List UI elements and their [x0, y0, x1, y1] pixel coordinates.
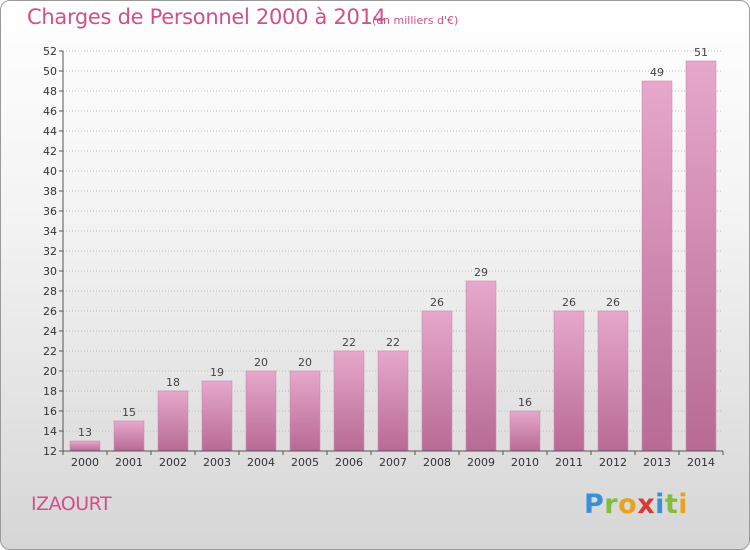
y-axis: 12 14 16 18 20 22 24 26 28 30 32 34 36 38 40 42 44 46 48 50… — [43, 45, 64, 458]
bar-value-label: 16 — [518, 396, 532, 409]
y-tick-label: 14 — [43, 425, 57, 438]
bar-value-label: 51 — [694, 46, 708, 59]
y-tick-label: 30 — [43, 265, 57, 278]
y-tick-label: 22 — [43, 345, 57, 358]
y-tick-label: 40 — [43, 165, 57, 178]
commune-name: IZAOURT — [31, 493, 112, 515]
bar — [553, 310, 585, 452]
x-tick-label: 2012 — [599, 456, 627, 469]
bars: 13 15 18 19 20 20 22 22 26 29 16 26 26 49 51 — [69, 46, 717, 452]
bar-value-label: 13 — [78, 426, 92, 439]
x-tick-label: 2000 — [71, 456, 99, 469]
x-tick-label: 2010 — [511, 456, 539, 469]
x-tick-label: 2009 — [467, 456, 495, 469]
y-tick-label: 38 — [43, 185, 57, 198]
x-tick-label: 2002 — [159, 456, 187, 469]
bar — [333, 350, 365, 452]
bar — [69, 440, 101, 452]
y-tick-label: 34 — [43, 225, 57, 238]
proxiti-logo: Proxiti — [584, 489, 689, 520]
x-tick-label: 2011 — [555, 456, 583, 469]
y-tick-label: 20 — [43, 365, 57, 378]
y-tick-label: 28 — [43, 285, 57, 298]
bar — [641, 80, 673, 452]
y-tick-label: 16 — [43, 405, 57, 418]
y-tick-label: 18 — [43, 385, 57, 398]
x-tick-label: 2006 — [335, 456, 363, 469]
y-tick-label: 24 — [43, 325, 57, 338]
y-tick-label: 50 — [43, 65, 57, 78]
bar — [157, 390, 189, 452]
y-tick-label: 36 — [43, 205, 57, 218]
bar-value-label: 22 — [386, 336, 400, 349]
bar — [289, 370, 321, 452]
x-tick-label: 2003 — [203, 456, 231, 469]
bar-value-label: 18 — [166, 376, 180, 389]
bar-value-label: 19 — [210, 366, 224, 379]
bar-value-label: 26 — [562, 296, 576, 309]
bar-value-label: 20 — [254, 356, 268, 369]
y-tick-label: 32 — [43, 245, 57, 258]
bar — [201, 380, 233, 452]
bar-value-label: 29 — [474, 266, 488, 279]
x-tick-label: 2004 — [247, 456, 275, 469]
y-tick-label: 52 — [43, 45, 57, 58]
bar — [509, 410, 541, 452]
chart-subtitle: (en milliers d'€) — [372, 14, 459, 27]
y-tick-label: 12 — [43, 445, 57, 458]
bar — [597, 310, 629, 452]
x-tick-label: 2014 — [687, 456, 715, 469]
bar-value-label: 26 — [430, 296, 444, 309]
bar-value-label: 49 — [650, 66, 664, 79]
bar — [685, 60, 717, 452]
bar-value-label: 26 — [606, 296, 620, 309]
y-tick-label: 42 — [43, 145, 57, 158]
x-tick-label: 2008 — [423, 456, 451, 469]
y-tick-label: 46 — [43, 105, 57, 118]
x-axis: 2000 2001 2002 2003 2004 2005 2006 2007 2008 2009… — [62, 450, 724, 469]
y-tick-label: 26 — [43, 305, 57, 318]
bar — [245, 370, 277, 452]
bar-value-label: 15 — [122, 406, 136, 419]
y-tick-label: 44 — [43, 125, 57, 138]
x-tick-label: 2013 — [643, 456, 671, 469]
bar-value-label: 22 — [342, 336, 356, 349]
bar — [377, 350, 409, 452]
y-tick-label: 48 — [43, 85, 57, 98]
x-tick-label: 2001 — [115, 456, 143, 469]
chart-title: Charges de Personnel 2000 à 2014 — [27, 5, 386, 29]
x-tick-label: 2005 — [291, 456, 319, 469]
x-tick-label: 2007 — [379, 456, 407, 469]
bar — [113, 420, 145, 452]
bar — [421, 310, 453, 452]
bar — [465, 280, 497, 452]
bar-value-label: 20 — [298, 356, 312, 369]
